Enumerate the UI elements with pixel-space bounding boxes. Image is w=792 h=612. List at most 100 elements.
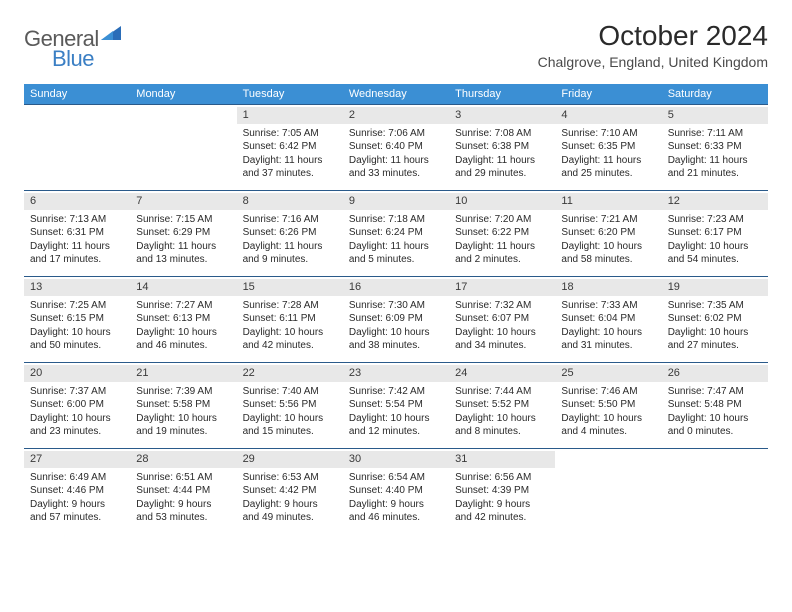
day-detail: Sunrise: 7:05 AM xyxy=(243,127,337,141)
day-number: 18 xyxy=(555,279,661,296)
calendar-body: 1Sunrise: 7:05 AMSunset: 6:42 PMDaylight… xyxy=(24,105,768,535)
day-header: Sunday xyxy=(24,84,130,105)
day-number: 2 xyxy=(343,107,449,124)
day-number: 4 xyxy=(555,107,661,124)
day-detail: Sunset: 5:58 PM xyxy=(136,398,230,412)
day-cell: 21Sunrise: 7:39 AMSunset: 5:58 PMDayligh… xyxy=(130,363,236,449)
day-detail: Sunset: 6:11 PM xyxy=(243,312,337,326)
day-number: 27 xyxy=(24,451,130,468)
day-number: 3 xyxy=(449,107,555,124)
day-detail: and 23 minutes. xyxy=(30,425,124,439)
day-detail: Sunrise: 7:28 AM xyxy=(243,299,337,313)
day-detail: Sunset: 6:17 PM xyxy=(668,226,762,240)
day-detail: Sunrise: 7:08 AM xyxy=(455,127,549,141)
day-number: 30 xyxy=(343,451,449,468)
day-detail: Sunrise: 7:06 AM xyxy=(349,127,443,141)
day-detail: Daylight: 9 hours xyxy=(349,498,443,512)
day-detail: Sunrise: 7:35 AM xyxy=(668,299,762,313)
day-detail: Sunset: 5:52 PM xyxy=(455,398,549,412)
day-detail: Daylight: 10 hours xyxy=(668,412,762,426)
day-detail: and 15 minutes. xyxy=(243,425,337,439)
day-cell: 15Sunrise: 7:28 AMSunset: 6:11 PMDayligh… xyxy=(237,277,343,363)
day-detail: Daylight: 11 hours xyxy=(30,240,124,254)
day-detail: Sunset: 6:40 PM xyxy=(349,140,443,154)
day-detail: Sunrise: 7:23 AM xyxy=(668,213,762,227)
day-detail: Sunrise: 6:51 AM xyxy=(136,471,230,485)
week-row: 1Sunrise: 7:05 AMSunset: 6:42 PMDaylight… xyxy=(24,105,768,191)
day-header: Monday xyxy=(130,84,236,105)
day-number: 13 xyxy=(24,279,130,296)
day-detail: and 9 minutes. xyxy=(243,253,337,267)
day-detail: and 42 minutes. xyxy=(455,511,549,525)
day-cell: 19Sunrise: 7:35 AMSunset: 6:02 PMDayligh… xyxy=(662,277,768,363)
day-detail: and 19 minutes. xyxy=(136,425,230,439)
empty-cell xyxy=(130,105,236,191)
day-detail: Sunset: 4:44 PM xyxy=(136,484,230,498)
week-row: 20Sunrise: 7:37 AMSunset: 6:00 PMDayligh… xyxy=(24,363,768,449)
logo-text-blue: Blue xyxy=(52,46,121,72)
day-detail: Sunrise: 7:30 AM xyxy=(349,299,443,313)
day-detail: Daylight: 9 hours xyxy=(243,498,337,512)
day-cell: 27Sunrise: 6:49 AMSunset: 4:46 PMDayligh… xyxy=(24,449,130,535)
day-detail: Sunrise: 7:39 AM xyxy=(136,385,230,399)
day-detail: Daylight: 10 hours xyxy=(136,326,230,340)
day-detail: Sunrise: 6:49 AM xyxy=(30,471,124,485)
day-detail: Daylight: 11 hours xyxy=(349,240,443,254)
day-detail: and 8 minutes. xyxy=(455,425,549,439)
day-number: 31 xyxy=(449,451,555,468)
day-detail: Sunset: 6:13 PM xyxy=(136,312,230,326)
page: General Blue October 2024 Chalgrove, Eng… xyxy=(0,0,792,555)
day-detail: Sunrise: 7:16 AM xyxy=(243,213,337,227)
header: General Blue October 2024 Chalgrove, Eng… xyxy=(24,20,768,74)
day-number: 10 xyxy=(449,193,555,210)
day-cell: 22Sunrise: 7:40 AMSunset: 5:56 PMDayligh… xyxy=(237,363,343,449)
day-detail: Sunrise: 7:27 AM xyxy=(136,299,230,313)
day-detail: and 4 minutes. xyxy=(561,425,655,439)
day-detail: Sunset: 6:07 PM xyxy=(455,312,549,326)
day-cell: 1Sunrise: 7:05 AMSunset: 6:42 PMDaylight… xyxy=(237,105,343,191)
day-detail: Sunrise: 7:18 AM xyxy=(349,213,443,227)
empty-cell xyxy=(555,449,661,535)
day-header: Wednesday xyxy=(343,84,449,105)
day-cell: 25Sunrise: 7:46 AMSunset: 5:50 PMDayligh… xyxy=(555,363,661,449)
day-number: 12 xyxy=(662,193,768,210)
day-detail: Sunrise: 7:11 AM xyxy=(668,127,762,141)
day-detail: Daylight: 11 hours xyxy=(455,154,549,168)
day-detail: and 12 minutes. xyxy=(349,425,443,439)
day-detail: Daylight: 11 hours xyxy=(561,154,655,168)
day-cell: 16Sunrise: 7:30 AMSunset: 6:09 PMDayligh… xyxy=(343,277,449,363)
day-number: 7 xyxy=(130,193,236,210)
day-detail: Sunrise: 7:20 AM xyxy=(455,213,549,227)
day-detail: and 27 minutes. xyxy=(668,339,762,353)
day-detail: Daylight: 9 hours xyxy=(30,498,124,512)
day-detail: Daylight: 11 hours xyxy=(136,240,230,254)
day-detail: Daylight: 10 hours xyxy=(30,412,124,426)
day-detail: Sunrise: 6:53 AM xyxy=(243,471,337,485)
day-detail: and 0 minutes. xyxy=(668,425,762,439)
day-detail: Daylight: 9 hours xyxy=(136,498,230,512)
day-detail: Sunrise: 7:44 AM xyxy=(455,385,549,399)
location-text: Chalgrove, England, United Kingdom xyxy=(538,54,768,70)
day-detail: and 50 minutes. xyxy=(30,339,124,353)
day-detail: Sunset: 4:39 PM xyxy=(455,484,549,498)
day-cell: 14Sunrise: 7:27 AMSunset: 6:13 PMDayligh… xyxy=(130,277,236,363)
day-number: 28 xyxy=(130,451,236,468)
day-detail: and 13 minutes. xyxy=(136,253,230,267)
day-detail: and 17 minutes. xyxy=(30,253,124,267)
day-detail: Sunset: 6:42 PM xyxy=(243,140,337,154)
day-cell: 13Sunrise: 7:25 AMSunset: 6:15 PMDayligh… xyxy=(24,277,130,363)
month-title: October 2024 xyxy=(538,20,768,52)
day-detail: Daylight: 10 hours xyxy=(136,412,230,426)
day-detail: and 57 minutes. xyxy=(30,511,124,525)
day-cell: 11Sunrise: 7:21 AMSunset: 6:20 PMDayligh… xyxy=(555,191,661,277)
day-detail: Daylight: 10 hours xyxy=(561,326,655,340)
day-detail: and 42 minutes. xyxy=(243,339,337,353)
day-number: 20 xyxy=(24,365,130,382)
day-detail: Sunset: 5:48 PM xyxy=(668,398,762,412)
day-detail: and 58 minutes. xyxy=(561,253,655,267)
day-detail: Daylight: 11 hours xyxy=(455,240,549,254)
day-number: 19 xyxy=(662,279,768,296)
day-cell: 8Sunrise: 7:16 AMSunset: 6:26 PMDaylight… xyxy=(237,191,343,277)
day-detail: Sunset: 6:26 PM xyxy=(243,226,337,240)
day-detail: Sunset: 6:35 PM xyxy=(561,140,655,154)
